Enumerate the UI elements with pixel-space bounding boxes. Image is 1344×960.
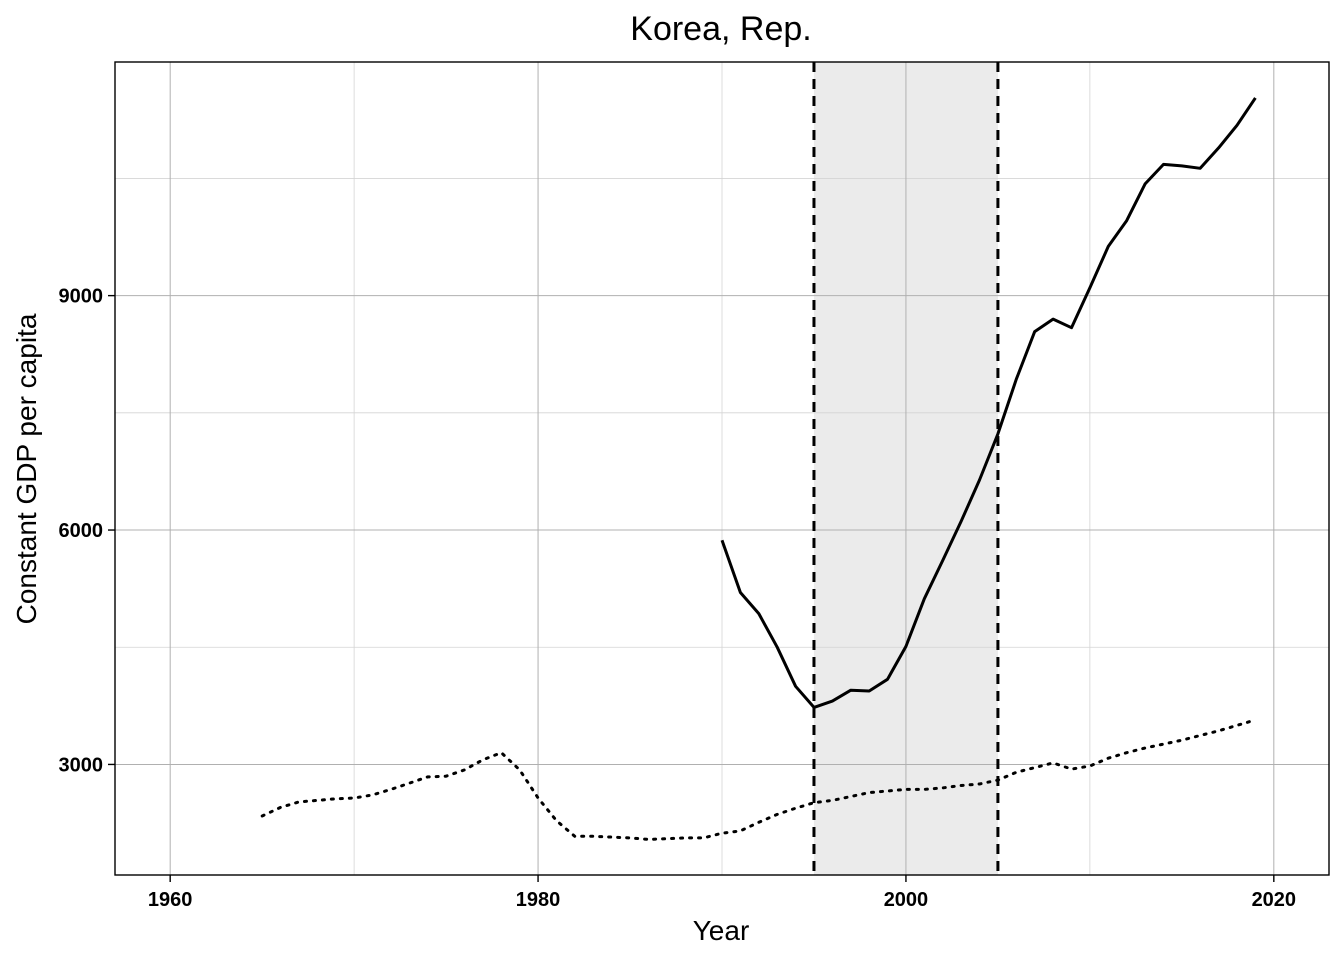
x-tick-label: 2020 bbox=[1252, 889, 1297, 911]
y-axis-title: Constant GDP per capita bbox=[11, 313, 42, 624]
solid-series-line bbox=[720, 97, 1257, 709]
tick-layer: 1960 1980 2000 2020 3000 6000 9000 bbox=[59, 286, 1297, 911]
grid-layer bbox=[115, 62, 1329, 875]
y-tick-label: 9000 bbox=[59, 286, 104, 308]
y-tick-label: 3000 bbox=[59, 754, 104, 776]
chart-title: Korea, Rep. bbox=[630, 10, 811, 48]
y-tick-label: 6000 bbox=[59, 520, 104, 542]
x-tick-label: 1980 bbox=[516, 889, 561, 911]
x-axis-title: Year bbox=[693, 915, 750, 946]
plot-panel-border bbox=[114, 61, 1330, 876]
dotted-series-line bbox=[260, 718, 1257, 841]
x-tick-label: 2000 bbox=[884, 889, 929, 911]
series-layer bbox=[260, 97, 1257, 841]
x-tick-label: 1960 bbox=[148, 889, 193, 911]
